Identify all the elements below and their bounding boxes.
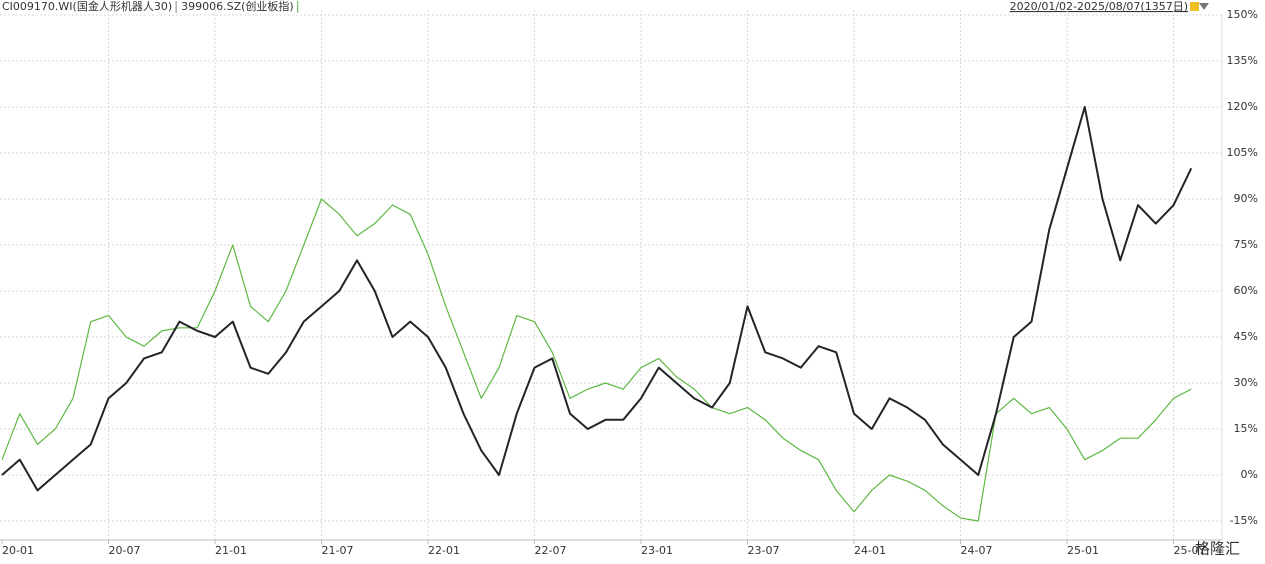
x-tick-label: 22-01 [428, 544, 460, 557]
y-tick-label: 90% [1234, 192, 1258, 205]
y-tick-label: 45% [1234, 330, 1258, 343]
date-range[interactable]: 2020/01/02-2025/08/07(1357日) [1010, 0, 1188, 13]
x-tick-label: 22-07 [535, 544, 567, 557]
x-tick-label: 25-07 [1174, 544, 1206, 557]
y-tick-label: -15% [1230, 514, 1258, 527]
x-tick-label: 21-07 [322, 544, 354, 557]
x-tick-label: 23-07 [748, 544, 780, 557]
icon[interactable] [1190, 2, 1199, 11]
x-tick-label: 23-01 [641, 544, 673, 557]
y-tick-label: 135% [1227, 54, 1258, 67]
x-tick-label: 24-01 [854, 544, 886, 557]
series-line [1, 198, 1192, 522]
y-tick-label: 120% [1227, 100, 1258, 113]
y-tick-label: 150% [1227, 8, 1258, 21]
y-tick-label: 75% [1234, 238, 1258, 251]
x-tick-label: 20-01 [2, 544, 34, 557]
x-tick-label: 21-01 [215, 544, 247, 557]
series-line [1, 106, 1193, 492]
legend-entry: CI009170.WI(国金人形机器人30) [2, 0, 172, 13]
y-tick-label: 105% [1227, 146, 1258, 159]
dropdown[interactable] [1199, 3, 1209, 10]
x-tick-label: 20-07 [109, 544, 141, 557]
x-tick-label: 24-07 [961, 544, 993, 557]
y-tick-label: 30% [1234, 376, 1258, 389]
y-tick-label: 60% [1234, 284, 1258, 297]
watermark: 格隆汇 [1195, 540, 1240, 558]
legend-entry: 399006.SZ(创业板指) [181, 0, 294, 13]
y-tick-label: 0% [1241, 468, 1258, 481]
y-tick-label: 15% [1234, 422, 1258, 435]
x-tick-label: 25-01 [1067, 544, 1099, 557]
